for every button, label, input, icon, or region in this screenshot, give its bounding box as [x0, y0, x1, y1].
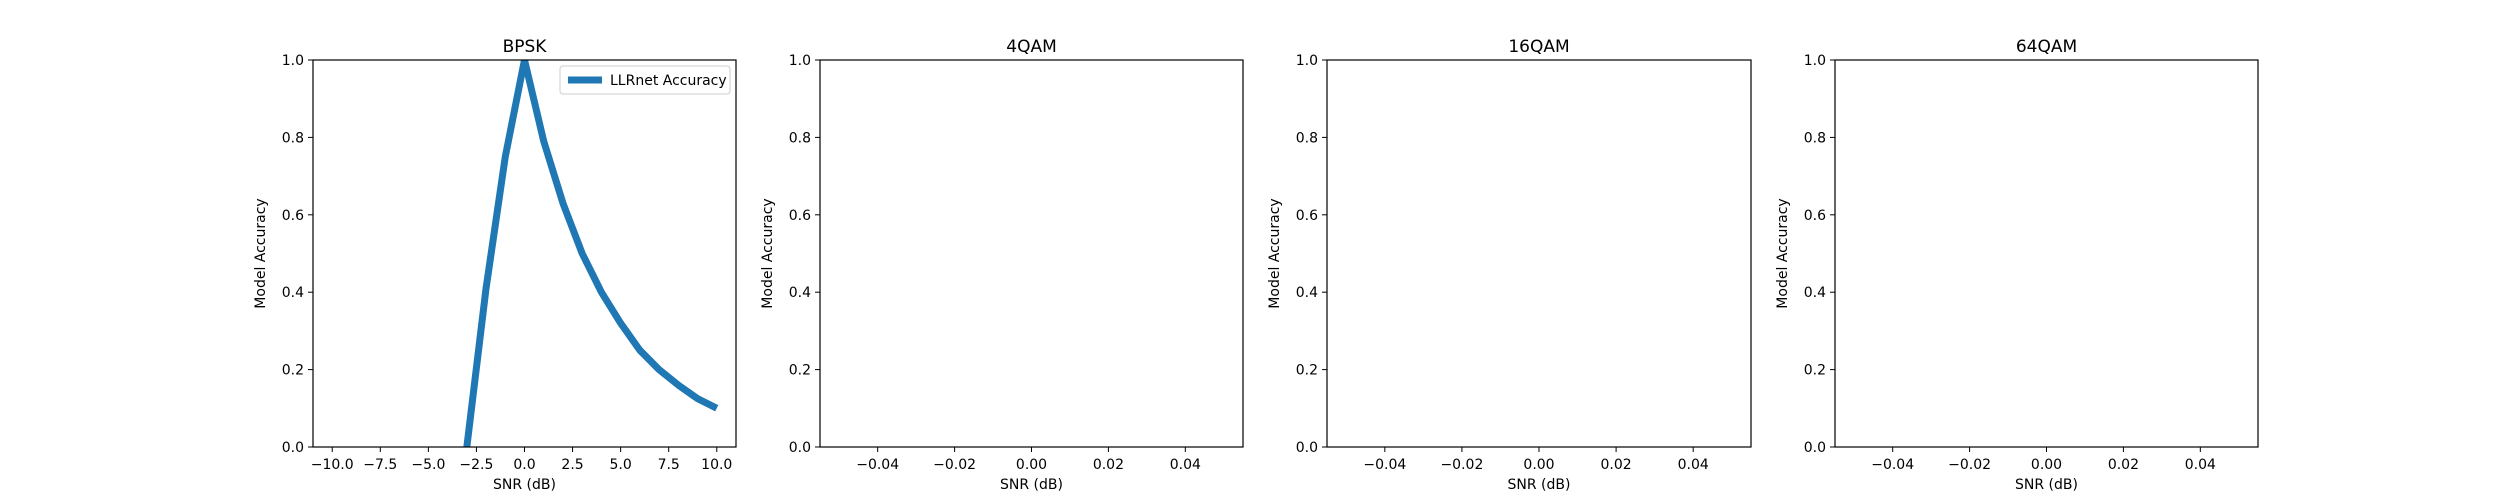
x-tick-label: 0.04	[2185, 457, 2216, 473]
x-tick-label: 5.0	[610, 457, 632, 473]
x-tick-label: 0.00	[1016, 457, 1047, 473]
x-tick-label: −7.5	[363, 457, 397, 473]
y-tick-label: 0.0	[789, 440, 811, 456]
y-tick-label: 1.0	[1804, 53, 1826, 69]
x-tick-label: 0.00	[2031, 457, 2062, 473]
x-tick-label: −0.04	[856, 457, 899, 473]
y-tick-label: 1.0	[789, 53, 811, 69]
y-tick-label: 0.8	[282, 130, 304, 146]
x-tick-label: −0.02	[1440, 457, 1483, 473]
y-tick-label: 0.4	[282, 285, 304, 301]
y-tick-label: 0.6	[282, 208, 304, 224]
y-tick-label: 0.0	[1296, 440, 1318, 456]
x-tick-label: −2.5	[459, 457, 493, 473]
legend-label: LLRnet Accuracy	[610, 73, 727, 89]
x-tick-label: 0.02	[2108, 457, 2139, 473]
x-tick-label: 0.04	[1678, 457, 1709, 473]
y-axis-label: Model Accuracy	[1267, 198, 1283, 308]
x-tick-label: 0.0	[513, 457, 535, 473]
y-tick-label: 0.8	[1804, 130, 1826, 146]
y-tick-label: 0.8	[1296, 130, 1318, 146]
x-axis-label: SNR (dB)	[493, 477, 556, 493]
y-axis-label: Model Accuracy	[253, 198, 269, 308]
series-line-1	[463, 60, 719, 447]
x-tick-label: −0.04	[1363, 457, 1406, 473]
y-axis-label: Model Accuracy	[1775, 198, 1791, 308]
legend-box	[559, 65, 731, 95]
legend: LLRnet Accuracy	[559, 65, 731, 95]
x-axis-label: SNR (dB)	[2015, 477, 2078, 493]
x-tick-label: 2.5	[561, 457, 583, 473]
x-tick-label: 0.02	[1601, 457, 1632, 473]
x-axis-label: SNR (dB)	[1000, 477, 1063, 493]
y-tick-label: 0.6	[789, 208, 811, 224]
panel-title: 64QAM	[2016, 37, 2077, 57]
y-tick-label: 0.2	[1804, 363, 1826, 379]
plot-frame	[1834, 59, 2259, 448]
x-tick-label: 7.5	[658, 457, 680, 473]
x-tick-label: 0.02	[1093, 457, 1124, 473]
panel-title: 4QAM	[1006, 37, 1057, 57]
x-tick-label: −10.0	[311, 457, 354, 473]
chart-panel-2: −0.04 −0.02 0.00 0.02 0.04 0.0 0.2 0.4 0.6 0.8 1.0…	[760, 37, 1244, 493]
chart-panel-4: −0.04 −0.02 0.00 0.02 0.04 0.0 0.2 0.4 0.6 0.8 1.0…	[1775, 37, 2259, 493]
y-tick-label: 0.8	[789, 130, 811, 146]
x-tick-label: 10.0	[701, 457, 732, 473]
y-tick-label: 0.2	[789, 363, 811, 379]
plot-area	[313, 60, 736, 447]
x-tick-label: −0.02	[933, 457, 976, 473]
plot-area	[1835, 60, 2258, 447]
plot-frame	[1326, 59, 1752, 448]
y-tick-label: 1.0	[1296, 53, 1318, 69]
y-tick-label: 0.0	[282, 440, 304, 456]
y-tick-label: 0.4	[789, 285, 811, 301]
panel-title: 16QAM	[1508, 37, 1569, 57]
chart-panel-3: −0.04 −0.02 0.00 0.02 0.04 0.0 0.2 0.4 0.6 0.8 1.0…	[1267, 37, 1752, 493]
plot-frame	[312, 59, 737, 448]
y-tick-label: 0.6	[1804, 208, 1826, 224]
y-axis-label: Model Accuracy	[760, 198, 776, 308]
chart-panel-1: −10.0 −7.5 −5.0 −2.5 0.0 2.5 5.0 7.5 10.0 0.0 0.2 0…	[253, 37, 737, 493]
y-tick-label: 0.6	[1296, 208, 1318, 224]
plot-area	[820, 60, 1243, 447]
x-tick-label: −5.0	[411, 457, 445, 473]
y-tick-label: 0.0	[1804, 440, 1826, 456]
y-tick-label: 0.2	[1296, 363, 1318, 379]
x-tick-label: 0.04	[1170, 457, 1201, 473]
x-tick-label: −0.02	[1948, 457, 1991, 473]
y-tick-label: 0.2	[282, 363, 304, 379]
y-tick-label: 1.0	[282, 53, 304, 69]
plot-area	[1327, 60, 1751, 447]
x-axis-label: SNR (dB)	[1508, 477, 1571, 493]
plot-frame	[819, 59, 1244, 448]
panel-title: BPSK	[503, 37, 548, 57]
x-tick-label: −0.04	[1871, 457, 1914, 473]
x-tick-label: 0.00	[1523, 457, 1554, 473]
y-tick-label: 0.4	[1296, 285, 1318, 301]
y-tick-label: 0.4	[1804, 285, 1826, 301]
